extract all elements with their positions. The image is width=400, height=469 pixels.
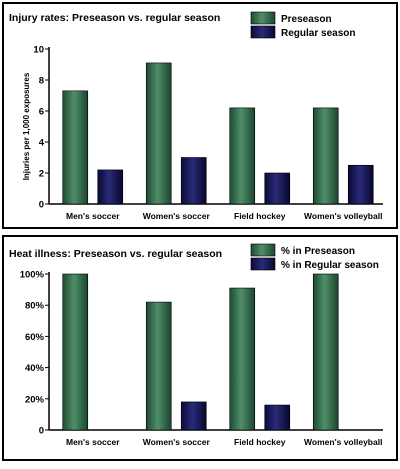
y-tick-label: 60% xyxy=(25,332,45,343)
legend-label: Regular season xyxy=(281,28,355,39)
x-tick-label: Men's soccer xyxy=(66,437,120,447)
y-axis-label: Injuries per 1,000 exposures xyxy=(22,72,31,180)
legend-swatch xyxy=(250,257,276,271)
bar-preseason xyxy=(145,301,172,431)
y-tick-label: 4 xyxy=(39,138,45,149)
legend-label: Preseason xyxy=(281,14,332,25)
y-tick-label: 6 xyxy=(39,107,44,118)
legend-swatch xyxy=(250,25,276,39)
x-tick-label: Women's soccer xyxy=(143,211,211,221)
x-tick-label: Field hockey xyxy=(234,437,286,447)
bar-regular-season xyxy=(264,172,291,205)
x-tick-label: Men's soccer xyxy=(66,211,120,221)
y-tick-label: 20% xyxy=(25,394,45,405)
chart-title: Injury rates: Preseason vs. regular seas… xyxy=(9,12,220,24)
bar-preseason xyxy=(62,90,89,205)
y-tick-label: 2 xyxy=(39,169,44,180)
y-tick-label: 0 xyxy=(39,426,44,437)
bar-regular-season xyxy=(264,404,291,431)
bar-preseason xyxy=(229,287,256,431)
chart-panel-2: Heat illness: Preseason vs. regular seas… xyxy=(2,235,398,461)
bar-regular-season xyxy=(180,401,207,431)
chart-title: Heat illness: Preseason vs. regular seas… xyxy=(9,248,222,260)
y-tick-label: 10 xyxy=(33,45,44,56)
legend-swatch xyxy=(250,243,276,257)
x-tick-label: Women's soccer xyxy=(143,437,211,447)
x-tick-label: Field hockey xyxy=(234,211,286,221)
y-tick-label: 40% xyxy=(25,363,45,374)
legend-swatch xyxy=(250,11,276,25)
x-tick-label: Women's volleyball xyxy=(304,211,382,221)
bar-preseason xyxy=(312,273,339,431)
legend: % in Preseason % in Regular season xyxy=(250,243,379,271)
y-tick-label: 0 xyxy=(39,200,44,211)
bar-preseason xyxy=(312,107,339,205)
legend-label: % in Preseason xyxy=(281,246,355,257)
bar-preseason xyxy=(229,107,256,205)
chart-panel-1: Injury rates: Preseason vs. regular seas… xyxy=(2,2,398,229)
x-tick-label: Women's volleyball xyxy=(304,437,382,447)
bar-regular-season xyxy=(180,157,207,205)
y-tick-label: 80% xyxy=(25,301,45,312)
bar-preseason xyxy=(145,62,172,205)
y-tick-label: 8 xyxy=(39,76,44,87)
bar-regular-season xyxy=(97,169,124,205)
legend-label: % in Regular season xyxy=(281,260,379,271)
bar-preseason xyxy=(62,273,89,431)
legend: Preseason Regular season xyxy=(250,11,355,39)
y-tick-label: 100% xyxy=(20,270,45,281)
bar-regular-season xyxy=(347,164,374,205)
